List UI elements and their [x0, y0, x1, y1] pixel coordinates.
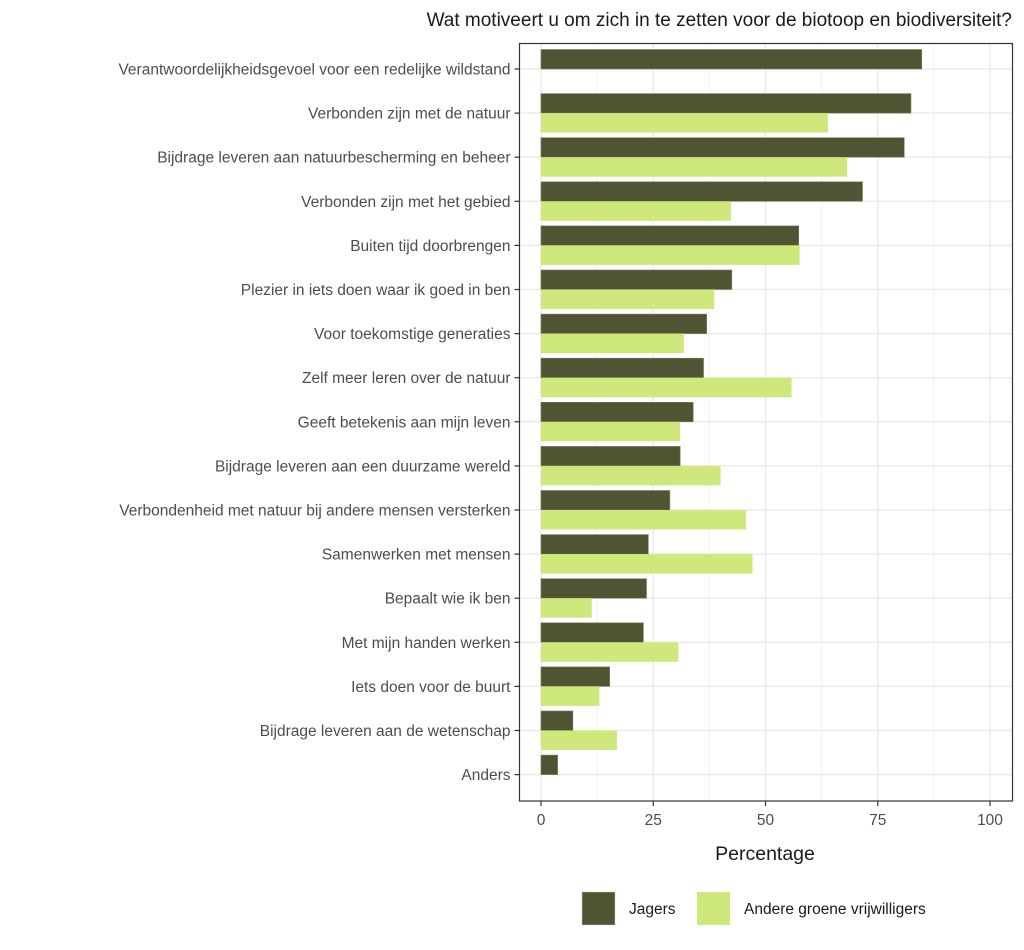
bar-andere-groene-vrijwilligers — [541, 510, 747, 530]
y-tick-label: Voor toekomstige generaties — [314, 326, 511, 343]
bar-jagers — [540, 137, 905, 158]
x-axis: 0 25 50 75 100 — [537, 801, 1003, 829]
bar-jagers — [540, 313, 707, 334]
y-tick-label: Geeft betekenis aan mijn leven — [298, 414, 511, 431]
bar-andere-groene-vrijwilligers — [541, 686, 600, 706]
y-tick-label: Zelf meer leren over de natuur — [302, 370, 511, 387]
bar-andere-groene-vrijwilligers — [541, 201, 731, 221]
y-tick-label: Bepaalt wie ik ben — [385, 591, 511, 608]
bar-andere-groene-vrijwilligers — [541, 554, 753, 574]
y-tick-label: Anders — [461, 767, 510, 784]
bar-andere-groene-vrijwilligers — [541, 157, 848, 177]
bar-jagers — [540, 181, 863, 202]
y-tick-label: Verantwoordelijkheidsgevoel voor een red… — [118, 62, 510, 79]
x-tick-label: 25 — [645, 812, 662, 829]
bar-jagers — [540, 578, 647, 599]
bar-jagers — [540, 401, 694, 423]
legend: Jagers Andere groene vrijwilligers — [581, 891, 926, 926]
y-tick-label: Bijdrage leveren aan de wetenschap — [260, 723, 511, 740]
bar-jagers — [540, 93, 912, 114]
y-tick-label: Plezier in iets doen waar ik goed in ben — [241, 282, 511, 299]
legend-key-jagers — [581, 891, 616, 926]
bar-jagers — [540, 490, 671, 511]
bar-andere-groene-vrijwilligers — [541, 377, 792, 398]
y-tick-label: Iets doen voor de buurt — [351, 679, 511, 696]
bar-jagers — [540, 269, 733, 290]
y-axis: Verantwoordelijkheidsgevoel voor een red… — [118, 62, 520, 784]
y-tick-label: Bijdrage leveren aan een duurzame wereld — [215, 458, 511, 475]
x-tick-label: 50 — [757, 812, 775, 829]
bar-jagers — [540, 754, 558, 775]
bar-andere-groene-vrijwilligers — [541, 598, 592, 618]
bar-andere-groene-vrijwilligers — [541, 289, 715, 309]
bar-jagers — [540, 225, 800, 246]
x-tick-label: 75 — [869, 812, 886, 829]
bars-layer — [540, 49, 923, 775]
bar-andere-groene-vrijwilligers — [541, 730, 617, 750]
bar-andere-groene-vrijwilligers — [541, 465, 721, 486]
chart-title: Wat motiveert u om zich in te zetten voo… — [427, 10, 1012, 31]
bar-andere-groene-vrijwilligers — [541, 421, 681, 442]
bar-jagers — [540, 710, 574, 731]
bar-jagers — [540, 666, 610, 687]
y-tick-label: Met mijn handen werken — [342, 635, 511, 652]
bar-andere-groene-vrijwilligers — [541, 245, 800, 265]
y-tick-label: Bijdrage leveren aan natuurbescherming e… — [157, 150, 510, 167]
bar-jagers — [540, 49, 923, 70]
bar-jagers — [540, 357, 704, 379]
x-tick-label: 0 — [537, 812, 546, 829]
legend-label-jagers: Jagers — [629, 901, 676, 918]
y-tick-label: Verbonden zijn met de natuur — [308, 106, 511, 123]
legend-label-andere-groene-vrijwilligers: Andere groene vrijwilligers — [744, 901, 926, 918]
bar-andere-groene-vrijwilligers — [541, 642, 679, 662]
legend-key-andere-groene-vrijwilligers — [697, 892, 730, 925]
bar-andere-groene-vrijwilligers — [541, 333, 684, 354]
y-tick-label: Verbondenheid met natuur bij andere mens… — [119, 503, 510, 520]
bar-jagers — [540, 622, 644, 643]
bar-jagers — [540, 534, 649, 555]
x-axis-label: Percentage — [715, 843, 815, 865]
y-tick-label: Verbonden zijn met het gebied — [301, 194, 510, 211]
y-tick-label: Buiten tijd doorbrengen — [350, 238, 510, 255]
bar-jagers — [540, 446, 681, 467]
bar-andere-groene-vrijwilligers — [541, 113, 828, 133]
x-tick-label: 100 — [977, 812, 1003, 829]
y-tick-label: Samenwerken met mensen — [322, 547, 511, 564]
